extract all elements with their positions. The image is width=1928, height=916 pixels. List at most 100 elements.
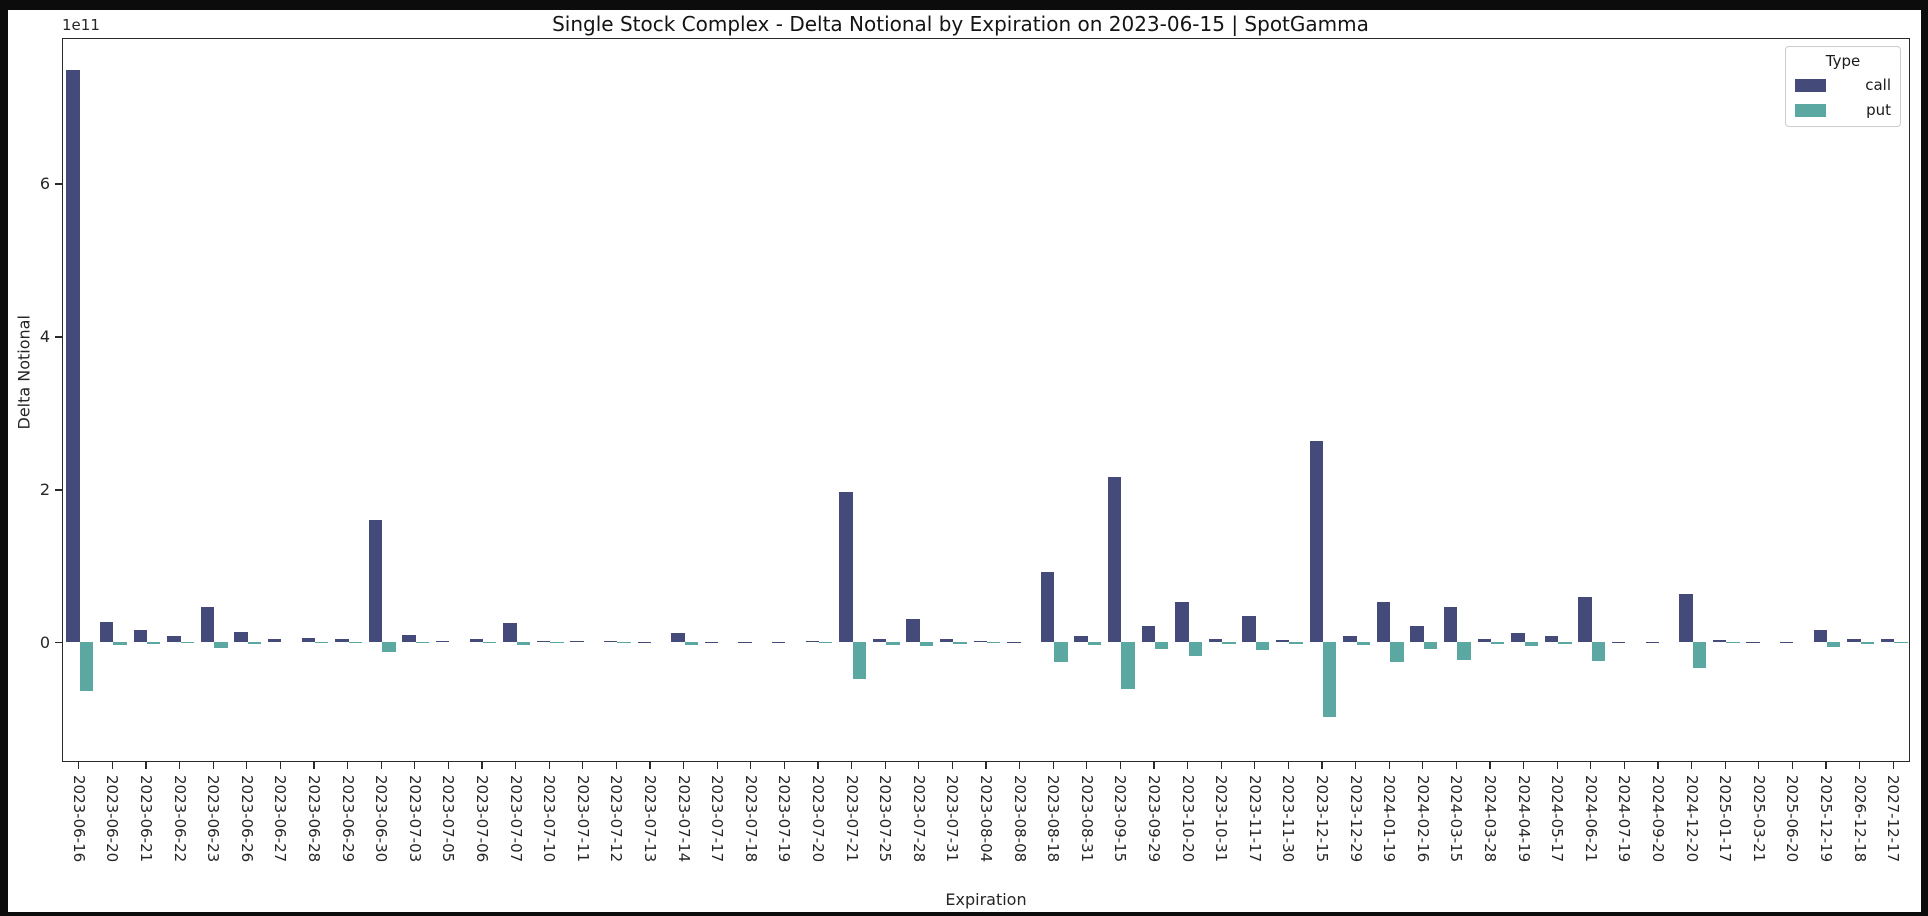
x-tick-label: 2025-12-19 (1817, 775, 1835, 863)
y-axis-label: Delta Notional (14, 315, 34, 430)
x-tick-mark (346, 762, 349, 769)
legend-swatch-call (1795, 78, 1826, 92)
call-bar (200, 606, 215, 643)
x-tick-mark (1489, 762, 1491, 769)
x-tick-label: 2023-07-17 (708, 775, 727, 863)
x-tick-mark (1321, 762, 1323, 769)
put-bar (415, 642, 430, 644)
x-tick-label: 2023-07-12 (607, 775, 626, 863)
put-bar (1558, 642, 1572, 644)
put-bar (1155, 642, 1169, 649)
x-tick-label: 2023-09-29 (1145, 775, 1163, 863)
put-bar (886, 642, 900, 645)
x-tick-label: 2024-06-21 (1581, 775, 1600, 863)
call-bar (1544, 636, 1559, 643)
call-bar (1074, 635, 1088, 643)
put-bar (919, 642, 934, 647)
x-tick-label: 2024-09-20 (1649, 775, 1667, 863)
x-tick-mark (1052, 762, 1054, 769)
figure-background: Single Stock Complex - Delta Notional by… (8, 10, 1921, 912)
x-tick-label: 2023-07-03 (405, 775, 424, 863)
x-tick-label: 2023-07-31 (943, 775, 962, 863)
x-tick-mark (1623, 762, 1626, 769)
x-tick-label: 2023-07-11 (573, 775, 592, 863)
x-tick-mark (1892, 762, 1894, 769)
put-bar (1222, 642, 1236, 644)
legend-title: Type (1825, 52, 1861, 70)
call-bar (1141, 626, 1155, 643)
legend-swatch-put (1795, 103, 1826, 117)
x-tick-mark (1287, 762, 1290, 769)
call-bar (1847, 638, 1861, 643)
x-tick-mark (212, 762, 214, 769)
x-tick-mark (1455, 762, 1458, 769)
x-tick-label: 2024-02-16 (1413, 775, 1432, 863)
put-bar (987, 642, 1001, 644)
call-bar (704, 641, 719, 643)
put-bar (1188, 642, 1203, 657)
x-tick-mark (1690, 762, 1693, 769)
call-bar (368, 520, 383, 643)
y-tick-mark (55, 336, 62, 338)
x-tick-label: 2024-01-19 (1380, 775, 1399, 863)
y-tick-label: 2 (39, 479, 50, 499)
x-tick-mark (951, 762, 954, 769)
x-tick-label: 2023-07-14 (674, 775, 693, 863)
x-tick-label: 2024-04-19 (1514, 775, 1533, 863)
put-bar (214, 642, 228, 648)
x-tick-mark (1018, 762, 1021, 769)
put-bar (147, 642, 161, 644)
call-bar (1376, 601, 1391, 643)
call-bar (570, 640, 584, 643)
put-bar (617, 642, 631, 644)
x-tick-mark (985, 762, 987, 769)
call-bar (671, 633, 685, 643)
x-tick-label: 2023-07-06 (473, 775, 491, 863)
x-tick-label: 2025-03-21 (1749, 775, 1768, 863)
call-bar (1813, 630, 1827, 643)
x-tick-mark (279, 762, 282, 769)
x-tick-label: 2023-07-20 (809, 775, 827, 863)
x-tick-label: 2023-12-15 (1313, 775, 1331, 863)
put-bar (953, 642, 967, 644)
chart-title: Single Stock Complex - Delta Notional by… (552, 12, 1369, 36)
call-bar (1712, 640, 1727, 643)
call-bar (1511, 633, 1525, 643)
y-tick-label: 4 (39, 326, 50, 346)
call-bar (1275, 640, 1290, 643)
legend: Type call put (1785, 46, 1901, 127)
call-bar (1175, 601, 1189, 643)
call-bar (234, 632, 248, 643)
x-tick-label: 2023-10-31 (1212, 775, 1231, 863)
x-tick-label: 2023-07-07 (506, 775, 525, 863)
call-bar (1477, 639, 1491, 643)
call-bar (1040, 572, 1055, 643)
x-tick-mark (145, 762, 147, 769)
x-tick-label: 2023-07-19 (775, 775, 794, 863)
x-tick-label: 2023-09-15 (1111, 775, 1130, 863)
call-bar (738, 641, 752, 643)
x-tick-mark (1724, 762, 1726, 769)
x-tick-label: 2023-07-25 (876, 775, 895, 863)
x-tick-label: 2023-11-17 (1245, 775, 1264, 863)
x-tick-label: 2023-10-20 (1178, 775, 1197, 863)
call-bar (536, 640, 551, 643)
x-tick-mark (1858, 762, 1861, 769)
x-tick-mark (246, 762, 248, 769)
x-tick-label: 2023-06-30 (372, 775, 391, 863)
put-bar (1356, 642, 1371, 645)
x-tick-mark (1791, 762, 1794, 769)
x-tick-mark (313, 762, 315, 769)
x-tick-mark (884, 762, 886, 769)
x-tick-label: 2024-05-17 (1548, 775, 1567, 863)
call-bar (335, 638, 349, 643)
put-bar (516, 642, 531, 646)
call-bar (771, 641, 786, 643)
call-bar (603, 640, 618, 643)
put-bar (1323, 642, 1337, 718)
x-tick-label: 2023-08-04 (977, 775, 995, 863)
call-bar (167, 635, 181, 643)
x-tick-mark (1086, 762, 1088, 769)
put-bar (113, 642, 127, 645)
x-tick-mark (1186, 762, 1189, 769)
